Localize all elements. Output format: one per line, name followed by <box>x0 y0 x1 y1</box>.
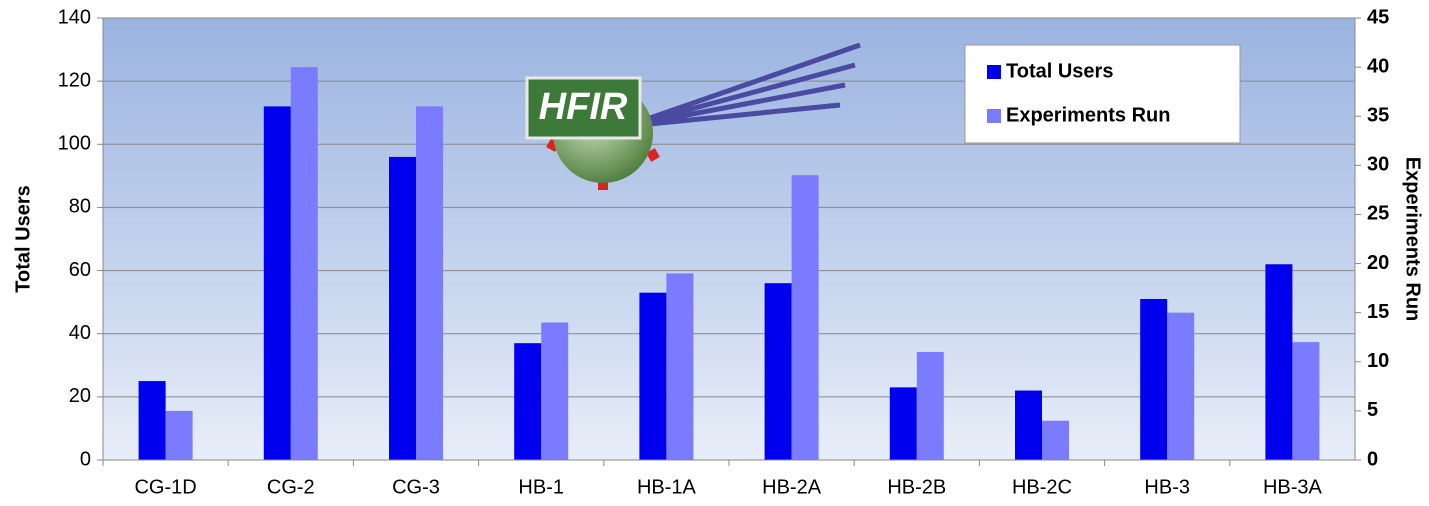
y2-tick-label: 10 <box>1367 350 1389 372</box>
y-tick-label: 140 <box>58 6 91 28</box>
logo-text: HFIR <box>539 86 628 128</box>
bar <box>792 175 819 460</box>
chart: HFIR Total Users Experiments Run 0 20 40 60… <box>0 0 1429 506</box>
x-tick-label: HB-3 <box>1144 476 1190 498</box>
bar <box>1015 391 1042 460</box>
bar <box>291 67 318 460</box>
y2-tick-label: 5 <box>1367 399 1378 421</box>
page: HFIR Total Users Experiments Run 0 20 40 60… <box>0 0 1429 506</box>
y2-tick-label: 30 <box>1367 154 1389 176</box>
bar <box>917 352 944 460</box>
x-tick-label: HB-2B <box>887 476 946 498</box>
y-tick-label: 120 <box>58 69 91 91</box>
x-tick-label: CG-2 <box>267 476 315 498</box>
bar <box>666 273 693 460</box>
y-tick-label: 60 <box>69 259 91 281</box>
bar <box>1292 342 1319 460</box>
bar <box>1167 313 1194 460</box>
y-tick-label: 20 <box>69 385 91 407</box>
bar <box>1042 421 1069 460</box>
y-axis-label: Total Users <box>12 185 34 292</box>
legend-label: Total Users <box>1006 60 1113 82</box>
bar <box>765 283 792 460</box>
bar <box>1265 264 1292 460</box>
bar <box>416 106 443 460</box>
x-tick-label: HB-1 <box>518 476 564 498</box>
y-tick-label: 0 <box>80 448 91 470</box>
y2-tick-label: 15 <box>1367 301 1389 323</box>
y2-axis-label: Experiments Run <box>1402 157 1424 321</box>
y2-tick-label: 40 <box>1367 55 1389 77</box>
legend-label: Experiments Run <box>1006 104 1170 126</box>
y2-tick-label: 25 <box>1367 203 1389 225</box>
bar <box>264 106 291 460</box>
bar <box>389 157 416 460</box>
bar <box>541 322 568 460</box>
y2-tick-label: 35 <box>1367 105 1389 127</box>
y2-tick-label: 20 <box>1367 252 1389 274</box>
x-tick-label: HB-1A <box>637 476 697 498</box>
x-tick-label: HB-3A <box>1263 476 1323 498</box>
bar <box>890 387 917 460</box>
bar <box>139 381 166 460</box>
y-tick-label: 40 <box>69 322 91 344</box>
y-tick-label: 100 <box>58 133 91 155</box>
x-tick-label: HB-2C <box>1012 476 1072 498</box>
x-tick-label: HB-2A <box>762 476 822 498</box>
x-tick-label: CG-1D <box>134 476 196 498</box>
bar <box>639 293 666 460</box>
bar <box>1140 299 1167 460</box>
x-tick-label: CG-3 <box>392 476 440 498</box>
bar <box>166 411 193 460</box>
y2-tick-label: 0 <box>1367 448 1378 470</box>
bar <box>514 343 541 460</box>
y2-tick-label: 45 <box>1367 6 1389 28</box>
legend-swatch <box>987 109 1001 123</box>
y-tick-label: 80 <box>69 196 91 218</box>
legend-swatch <box>987 65 1001 79</box>
